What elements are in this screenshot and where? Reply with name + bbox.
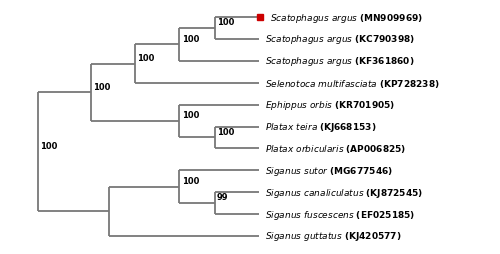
Text: $\it{Siganus\ guttatus}$ $\bf{(KJ420577)}$: $\it{Siganus\ guttatus}$ $\bf{(KJ420577)…	[266, 230, 402, 243]
Text: 100: 100	[217, 127, 234, 136]
Text: $\it{Selenotoca\ multifasciata}$ $\bf{(KP728238)}$: $\it{Selenotoca\ multifasciata}$ $\bf{(K…	[266, 77, 440, 89]
Text: $\it{Ephippus\ orbis}$ $\bf{(KR701905)}$: $\it{Ephippus\ orbis}$ $\bf{(KR701905)}$	[266, 99, 396, 112]
Text: 100: 100	[40, 141, 58, 150]
Text: $\it{Scatophagus\ argus}$ $\bf{(KF361860)}$: $\it{Scatophagus\ argus}$ $\bf{(KF361860…	[266, 55, 415, 68]
Text: 100: 100	[182, 176, 199, 185]
Text: $\it{Siganus\ canaliculatus}$ $\bf{(KJ872545)}$: $\it{Siganus\ canaliculatus}$ $\bf{(KJ87…	[266, 186, 424, 199]
Text: $\it{Siganus\ fuscescens}$ $\bf{(EF025185)}$: $\it{Siganus\ fuscescens}$ $\bf{(EF02518…	[266, 208, 416, 221]
Text: 100: 100	[182, 111, 199, 120]
Text: $\it{Siganus\ sutor}$ $\bf{(MG677546)}$: $\it{Siganus\ sutor}$ $\bf{(MG677546)}$	[266, 164, 394, 177]
Text: 100: 100	[138, 54, 155, 62]
Text: $\it{Scatophagus\ argus}$ $\bf{(MN909969)}$: $\it{Scatophagus\ argus}$ $\bf{(MN909969…	[270, 11, 423, 24]
Text: 100: 100	[182, 35, 199, 43]
Text: 100: 100	[217, 18, 234, 27]
Text: $\it{Platax\ teira}$ $\bf{(KJ668153)}$: $\it{Platax\ teira}$ $\bf{(KJ668153)}$	[266, 121, 377, 133]
Text: $\it{Platax\ orbicularis}$ $\bf{(AP006825)}$: $\it{Platax\ orbicularis}$ $\bf{(AP00682…	[266, 143, 406, 155]
Text: 99: 99	[217, 193, 228, 201]
Text: 100: 100	[94, 82, 110, 91]
Text: $\it{Scatophagus\ argus}$ $\bf{(KC790398)}$: $\it{Scatophagus\ argus}$ $\bf{(KC790398…	[266, 33, 416, 46]
